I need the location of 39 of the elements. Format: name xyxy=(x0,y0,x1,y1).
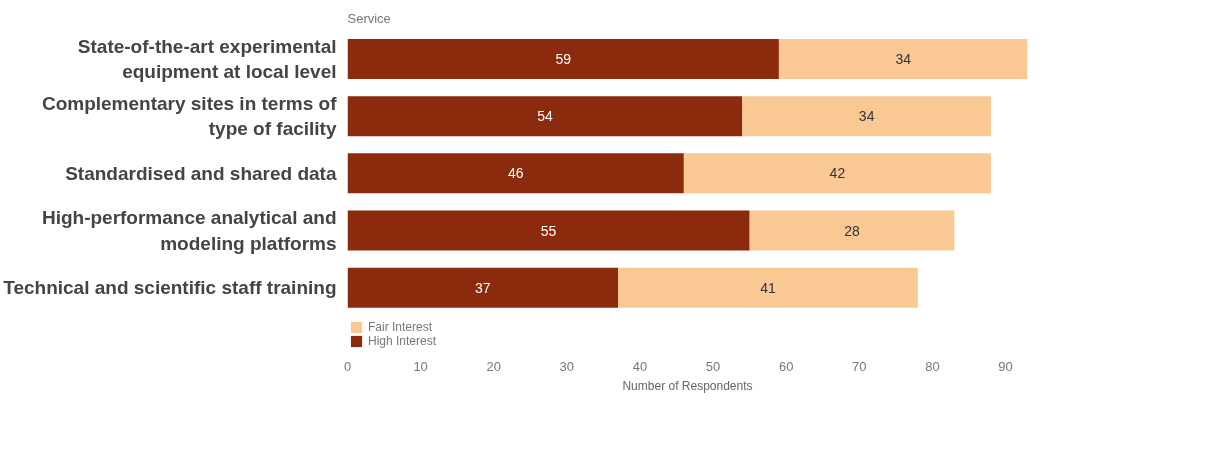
bar xyxy=(683,153,991,194)
bar xyxy=(347,153,684,194)
x-tick-label: 20 xyxy=(486,358,501,374)
data-label: 55 xyxy=(540,222,557,239)
x-axis-title: Number of Respondents xyxy=(622,378,753,393)
data-label: 34 xyxy=(895,51,912,68)
bar xyxy=(618,267,918,308)
data-label: 28 xyxy=(844,222,861,239)
x-tick-label: 60 xyxy=(778,358,794,374)
x-tick-label: 0 xyxy=(343,358,352,374)
data-label: 41 xyxy=(760,279,776,296)
x-tick-label: 70 xyxy=(852,358,867,374)
y-tick-label: Technical and scientific staff training xyxy=(3,277,337,299)
bar xyxy=(749,210,955,251)
x-tick-label: 10 xyxy=(413,358,428,374)
x-tick-label: 30 xyxy=(559,358,575,374)
legend-label: Fair Interest xyxy=(368,320,433,334)
y-tick-label: High-performance analytical and modeling platforms xyxy=(41,207,337,254)
y-tick-label: Standardised and shared data xyxy=(65,162,337,184)
data-label: 37 xyxy=(474,279,491,296)
y-tick-label: Complementary sites in terms of type of facility xyxy=(41,93,338,140)
legend-label: High Interest xyxy=(368,334,437,348)
bar xyxy=(742,96,991,137)
bar xyxy=(347,96,743,137)
bar xyxy=(347,39,779,80)
data-label: 46 xyxy=(507,165,524,182)
bar xyxy=(347,267,619,308)
x-tick-label: 40 xyxy=(632,358,648,374)
bar xyxy=(778,39,1028,80)
x-tick-label: 50 xyxy=(705,358,721,374)
data-label: 59 xyxy=(555,51,572,68)
x-tick-label: 80 xyxy=(925,358,940,374)
x-tick-label: 90 xyxy=(998,358,1013,374)
y-tick-label: State-of-the-art experimental equipment at local level xyxy=(77,35,337,83)
data-label: 34 xyxy=(858,108,875,125)
y-axis-title: Service xyxy=(347,10,391,26)
data-label: 42 xyxy=(829,165,846,182)
bar xyxy=(347,210,750,251)
data-label: 54 xyxy=(537,108,553,125)
